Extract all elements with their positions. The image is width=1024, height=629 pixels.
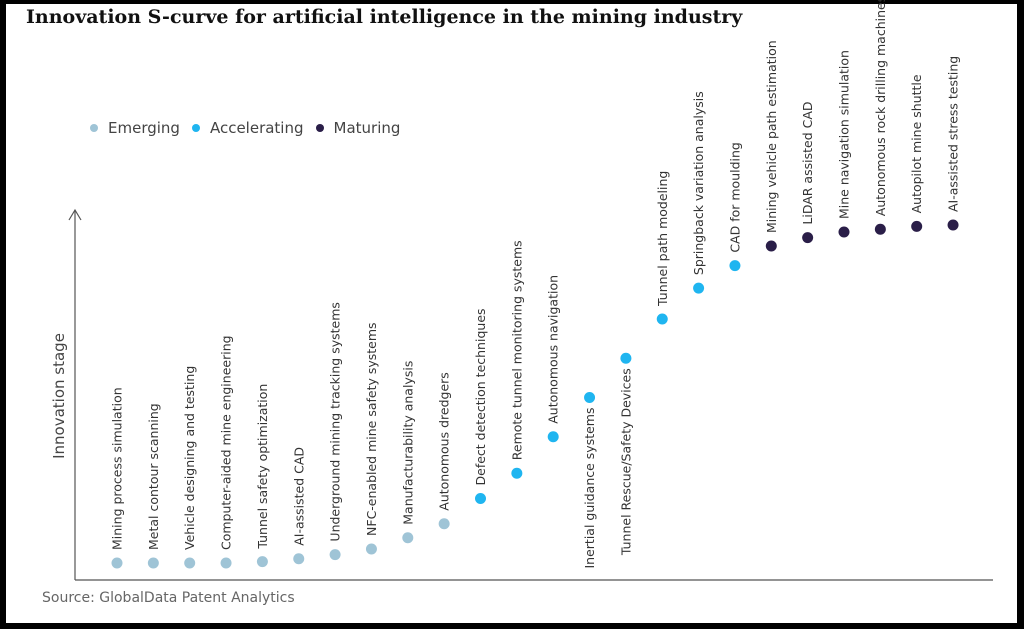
point-inertial-guidance-systems: [584, 392, 596, 404]
point-ai-assisted-cad: [293, 553, 305, 565]
label-inertial-guidance-systems: Inertial guidance systems: [582, 408, 597, 569]
point-tunnel-safety-optimization: [256, 556, 268, 568]
y-axis-arrow: [68, 208, 82, 221]
label-ai-assisted-cad: AI-assisted CAD: [291, 447, 306, 546]
label-computer-aided-mine-engineering: Computer-aided mine engineering: [219, 335, 234, 550]
legend-item-maturing: Maturing: [315, 119, 401, 137]
label-cad-for-moulding: CAD for moulding: [727, 142, 742, 253]
legend-item-accelerating: Accelerating: [191, 119, 304, 137]
legend-item-emerging: Emerging: [90, 119, 180, 137]
label-metal-contour-scanning: Metal contour scanning: [146, 403, 161, 550]
label-vehicle-designing-and-testing: Vehicle designing and testing: [182, 366, 197, 550]
label-springback-variation-analysis: Springback variation analysis: [691, 91, 706, 275]
legend-label-emerging: Emerging: [108, 119, 180, 137]
legend-label-maturing: Maturing: [333, 119, 401, 137]
label-defect-detection-techniques: Defect detection techniques: [473, 308, 488, 485]
chart-title: Innovation S-curve for artificial intell…: [26, 6, 743, 28]
point-defect-detection-techniques: [475, 492, 486, 504]
point-underground-mining-tracking-systems: [329, 549, 341, 561]
label-mining-process-simulation: Mining process simulation: [110, 387, 125, 550]
y-axis-label: Innovation stage: [50, 333, 68, 459]
label-lidar-assisted-cad: LiDAR assisted CAD: [800, 101, 815, 224]
point-mine-navigation-simulation: [838, 226, 850, 238]
point-vehicle-designing-and-testing: [184, 557, 196, 569]
point-ai-assisted-stress-testing: [947, 219, 959, 231]
point-labels: Mining process simulation Metal contour s…: [110, 0, 961, 569]
point-nfc-enabled-mine-safety-systems: [365, 543, 377, 555]
label-autonomous-navigation: Autonomous navigation: [546, 275, 561, 424]
legend-dot-accelerating: [191, 124, 200, 132]
label-tunnel-safety-optimization: Tunnel safety optimization: [255, 384, 270, 550]
point-autopilot-mine-shuttle: [911, 220, 923, 232]
point-manufacturability-analysis: [402, 532, 414, 544]
legend-dot-emerging: [90, 124, 98, 132]
point-springback-variation-analysis: [693, 282, 705, 294]
label-nfc-enabled-mine-safety-systems: NFC-enabled mine safety systems: [364, 322, 379, 536]
label-autonomous-dredgers: Autonomous dredgers: [437, 372, 452, 511]
point-mining-vehicle-path-estimation: [765, 240, 777, 252]
point-mining-process-simulation: [111, 557, 123, 569]
label-tunnel-path-modeling: Tunnel path modeling: [655, 171, 670, 307]
label-autopilot-mine-shuttle: Autopilot mine shuttle: [909, 74, 924, 213]
point-computer-aided-mine-engineering: [220, 557, 232, 569]
source-note: Source: GlobalData Patent Analytics: [42, 590, 295, 606]
point-autonomous-navigation: [547, 431, 559, 443]
point-tunnel-path-modeling: [656, 313, 668, 325]
point-lidar-assisted-cad: [802, 232, 814, 244]
legend: Emerging Accelerating Maturing: [90, 119, 412, 137]
label-mining-vehicle-path-estimation: Mining vehicle path estimation: [764, 40, 779, 233]
label-tunnel-rescue-safety-devices: Tunnel Rescue/Safety Devices: [618, 368, 633, 556]
point-remote-tunnel-monitoring-systems: [511, 467, 523, 479]
label-ai-assisted-stress-testing: AI-assisted stress testing: [946, 56, 961, 212]
point-autonomous-dredgers: [438, 518, 450, 530]
label-remote-tunnel-monitoring-systems: Remote tunnel monitoring systems: [509, 240, 524, 460]
point-cad-for-moulding: [729, 260, 741, 272]
axes: Innovation stage: [50, 208, 993, 581]
legend-dot-maturing: [315, 124, 324, 132]
label-underground-mining-tracking-systems: Underground mining tracking systems: [328, 302, 343, 542]
label-manufacturability-analysis: Manufacturability analysis: [400, 361, 415, 525]
legend-label-accelerating: Accelerating: [209, 119, 304, 137]
chart-frame: [6, 4, 1017, 623]
point-metal-contour-scanning: [147, 557, 159, 569]
label-autonomous-rock-drilling-machines: Autonomous rock drilling machines: [873, 0, 888, 216]
point-autonomous-rock-drilling-machines: [874, 223, 886, 235]
data-points: [111, 219, 959, 569]
label-mine-navigation-simulation: Mine navigation simulation: [837, 50, 852, 219]
point-tunnel-rescue-safety-devices: [620, 352, 632, 364]
